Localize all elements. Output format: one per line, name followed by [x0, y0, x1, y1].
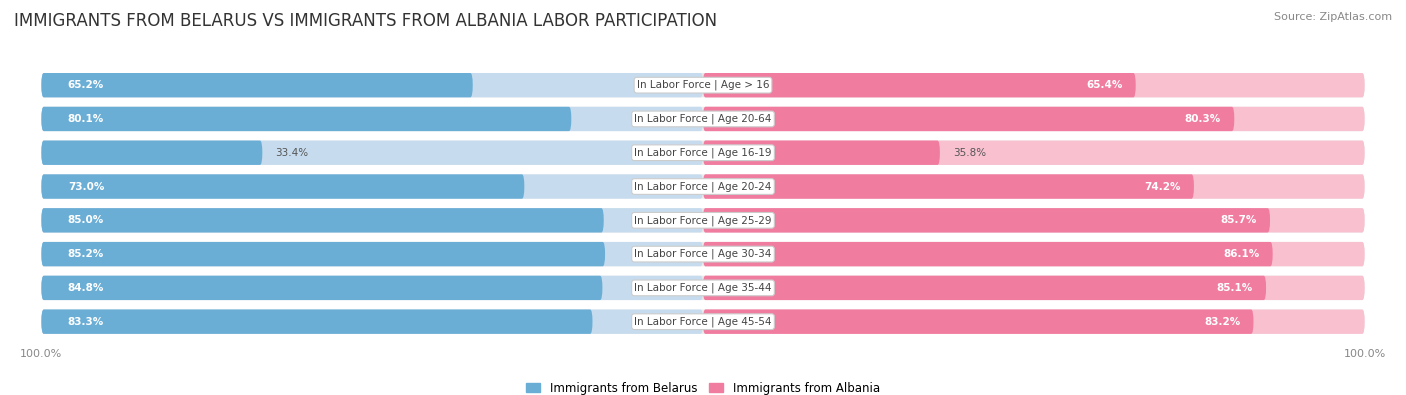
- Text: In Labor Force | Age 16-19: In Labor Force | Age 16-19: [634, 147, 772, 158]
- FancyBboxPatch shape: [703, 276, 1265, 300]
- FancyBboxPatch shape: [703, 73, 1136, 97]
- FancyBboxPatch shape: [41, 107, 703, 131]
- Text: 73.0%: 73.0%: [67, 182, 104, 192]
- FancyBboxPatch shape: [703, 141, 1365, 165]
- FancyBboxPatch shape: [41, 174, 524, 199]
- Text: 80.1%: 80.1%: [67, 114, 104, 124]
- Text: 85.7%: 85.7%: [1220, 215, 1257, 225]
- Text: In Labor Force | Age 20-24: In Labor Force | Age 20-24: [634, 181, 772, 192]
- FancyBboxPatch shape: [703, 174, 1365, 199]
- FancyBboxPatch shape: [41, 310, 703, 334]
- Text: 85.2%: 85.2%: [67, 249, 104, 259]
- FancyBboxPatch shape: [703, 242, 1365, 266]
- Text: In Labor Force | Age 30-34: In Labor Force | Age 30-34: [634, 249, 772, 260]
- FancyBboxPatch shape: [703, 310, 1365, 334]
- Text: 74.2%: 74.2%: [1144, 182, 1181, 192]
- FancyBboxPatch shape: [703, 107, 1365, 131]
- FancyBboxPatch shape: [41, 73, 703, 97]
- FancyBboxPatch shape: [41, 276, 703, 300]
- FancyBboxPatch shape: [41, 242, 605, 266]
- FancyBboxPatch shape: [41, 310, 592, 334]
- FancyBboxPatch shape: [703, 310, 1254, 334]
- FancyBboxPatch shape: [703, 107, 1234, 131]
- Text: In Labor Force | Age 25-29: In Labor Force | Age 25-29: [634, 215, 772, 226]
- Text: 86.1%: 86.1%: [1223, 249, 1260, 259]
- FancyBboxPatch shape: [703, 174, 1194, 199]
- FancyBboxPatch shape: [703, 276, 1365, 300]
- FancyBboxPatch shape: [41, 107, 1365, 131]
- FancyBboxPatch shape: [703, 242, 1272, 266]
- Legend: Immigrants from Belarus, Immigrants from Albania: Immigrants from Belarus, Immigrants from…: [522, 377, 884, 395]
- Text: 83.2%: 83.2%: [1204, 317, 1240, 327]
- FancyBboxPatch shape: [41, 310, 1365, 334]
- FancyBboxPatch shape: [41, 276, 602, 300]
- Text: 35.8%: 35.8%: [953, 148, 986, 158]
- Text: 80.3%: 80.3%: [1185, 114, 1220, 124]
- Text: 65.2%: 65.2%: [67, 80, 104, 90]
- FancyBboxPatch shape: [703, 208, 1365, 233]
- Text: In Labor Force | Age 20-64: In Labor Force | Age 20-64: [634, 114, 772, 124]
- FancyBboxPatch shape: [41, 208, 1365, 233]
- Text: 85.1%: 85.1%: [1216, 283, 1253, 293]
- Text: In Labor Force | Age 45-54: In Labor Force | Age 45-54: [634, 316, 772, 327]
- Text: In Labor Force | Age > 16: In Labor Force | Age > 16: [637, 80, 769, 90]
- FancyBboxPatch shape: [41, 208, 603, 233]
- FancyBboxPatch shape: [703, 141, 939, 165]
- Text: IMMIGRANTS FROM BELARUS VS IMMIGRANTS FROM ALBANIA LABOR PARTICIPATION: IMMIGRANTS FROM BELARUS VS IMMIGRANTS FR…: [14, 12, 717, 30]
- FancyBboxPatch shape: [41, 141, 263, 165]
- FancyBboxPatch shape: [41, 73, 472, 97]
- Text: 85.0%: 85.0%: [67, 215, 104, 225]
- Text: 84.8%: 84.8%: [67, 283, 104, 293]
- Text: Source: ZipAtlas.com: Source: ZipAtlas.com: [1274, 12, 1392, 22]
- FancyBboxPatch shape: [41, 208, 703, 233]
- Text: 83.3%: 83.3%: [67, 317, 104, 327]
- FancyBboxPatch shape: [41, 174, 1365, 199]
- Text: 65.4%: 65.4%: [1085, 80, 1122, 90]
- FancyBboxPatch shape: [41, 141, 703, 165]
- FancyBboxPatch shape: [41, 141, 1365, 165]
- FancyBboxPatch shape: [703, 73, 1365, 97]
- FancyBboxPatch shape: [41, 242, 1365, 266]
- FancyBboxPatch shape: [41, 73, 1365, 97]
- FancyBboxPatch shape: [41, 242, 703, 266]
- FancyBboxPatch shape: [41, 107, 571, 131]
- FancyBboxPatch shape: [41, 174, 703, 199]
- Text: In Labor Force | Age 35-44: In Labor Force | Age 35-44: [634, 283, 772, 293]
- Text: 33.4%: 33.4%: [276, 148, 309, 158]
- FancyBboxPatch shape: [703, 208, 1270, 233]
- FancyBboxPatch shape: [41, 276, 1365, 300]
